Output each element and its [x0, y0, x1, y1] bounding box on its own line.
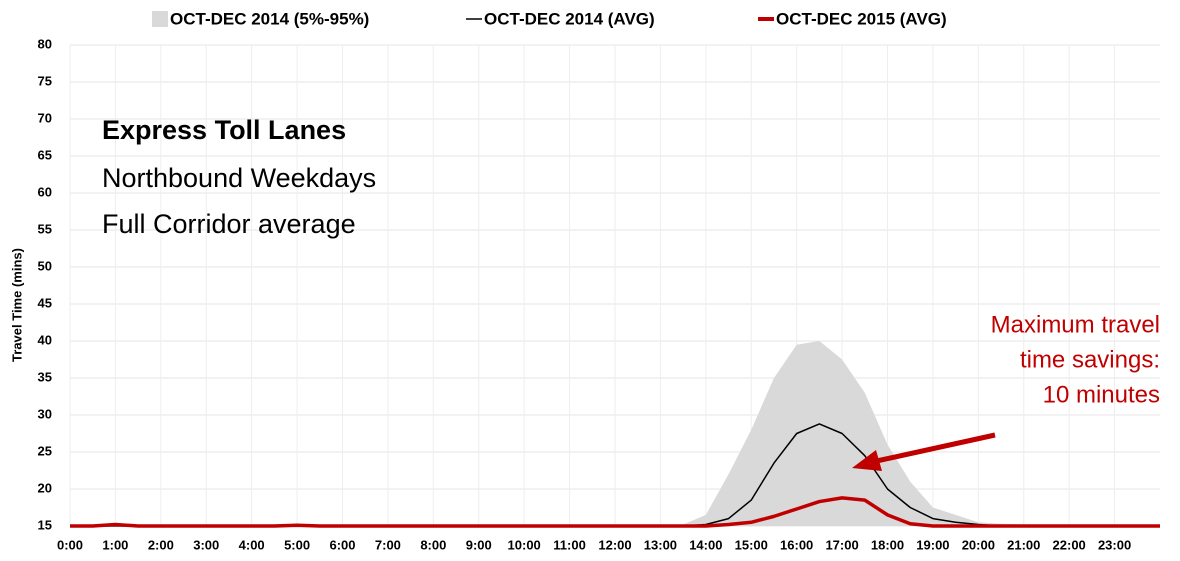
x-tick-label: 3:00: [193, 537, 219, 552]
band-area: [70, 341, 1160, 526]
y-tick-label: 70: [38, 110, 52, 125]
x-tick-label: 22:00: [1053, 537, 1086, 552]
x-tick-label: 19:00: [916, 537, 949, 552]
arrow-head: [852, 450, 882, 471]
x-tick-label: 0:00: [57, 537, 83, 552]
x-tick-label: 4:00: [239, 537, 265, 552]
legend-label: OCT-DEC 2015 (AVG): [776, 9, 947, 28]
y-tick-label: 65: [38, 147, 52, 162]
x-tick-label: 18:00: [871, 537, 904, 552]
annotation: Maximum travel: [991, 311, 1160, 338]
x-tick-label: 13:00: [644, 537, 677, 552]
annotation: 10 minutes: [1043, 381, 1160, 408]
annotation: Full Corridor average: [102, 209, 356, 239]
series-line: [70, 496, 1160, 528]
x-tick-label: 9:00: [466, 537, 492, 552]
x-tick-label: 10:00: [508, 537, 541, 552]
x-tick-label: 16:00: [780, 537, 813, 552]
annotation: Northbound Weekdays: [102, 163, 376, 193]
legend-label: OCT-DEC 2014 (AVG): [484, 9, 655, 28]
y-tick-label: 60: [38, 184, 52, 199]
x-tick-label: 11:00: [553, 537, 586, 552]
y-tick-label: 35: [38, 369, 52, 384]
x-tick-label: 6:00: [329, 537, 355, 552]
y-tick-label: 15: [38, 517, 52, 532]
plot: 15 20 25 30 35 40 45 50 55 60 65 70 75 80 0:00 1:00 2:00…: [38, 9, 1160, 552]
x-tick-label: 21:00: [1007, 537, 1040, 552]
legend-label: OCT-DEC 2014 (5%-95%): [170, 9, 369, 28]
x-tick-label: 14:00: [689, 537, 722, 552]
x-tick-label: 23:00: [1098, 537, 1131, 552]
annotation: time savings:: [1020, 346, 1160, 373]
x-tick-label: 1:00: [102, 537, 128, 552]
arrow: [871, 432, 996, 465]
x-tick-label: 12:00: [598, 537, 631, 552]
x-tick-label: 17:00: [825, 537, 858, 552]
y-tick-label: 55: [38, 221, 52, 236]
y-axis-title: Travel Time (mins): [9, 248, 24, 362]
x-tick-label: 2:00: [148, 537, 174, 552]
legend-swatch: [152, 11, 168, 27]
x-tick-label: 15:00: [735, 537, 768, 552]
y-tick-label: 25: [38, 443, 52, 458]
x-tick-label: 5:00: [284, 537, 310, 552]
y-tick-label: 45: [38, 295, 52, 310]
x-tick-label: 20:00: [962, 537, 995, 552]
y-tick-label: 50: [38, 258, 52, 273]
y-tick-label: 40: [38, 332, 52, 347]
y-tick-label: 75: [38, 73, 52, 88]
y-tick-label: 80: [38, 36, 52, 51]
y-tick-label: 20: [38, 480, 52, 495]
x-tick-label: 7:00: [375, 537, 401, 552]
annotation: Express Toll Lanes: [102, 115, 346, 145]
x-tick-label: 8:00: [420, 537, 446, 552]
y-tick-label: 30: [38, 406, 52, 421]
